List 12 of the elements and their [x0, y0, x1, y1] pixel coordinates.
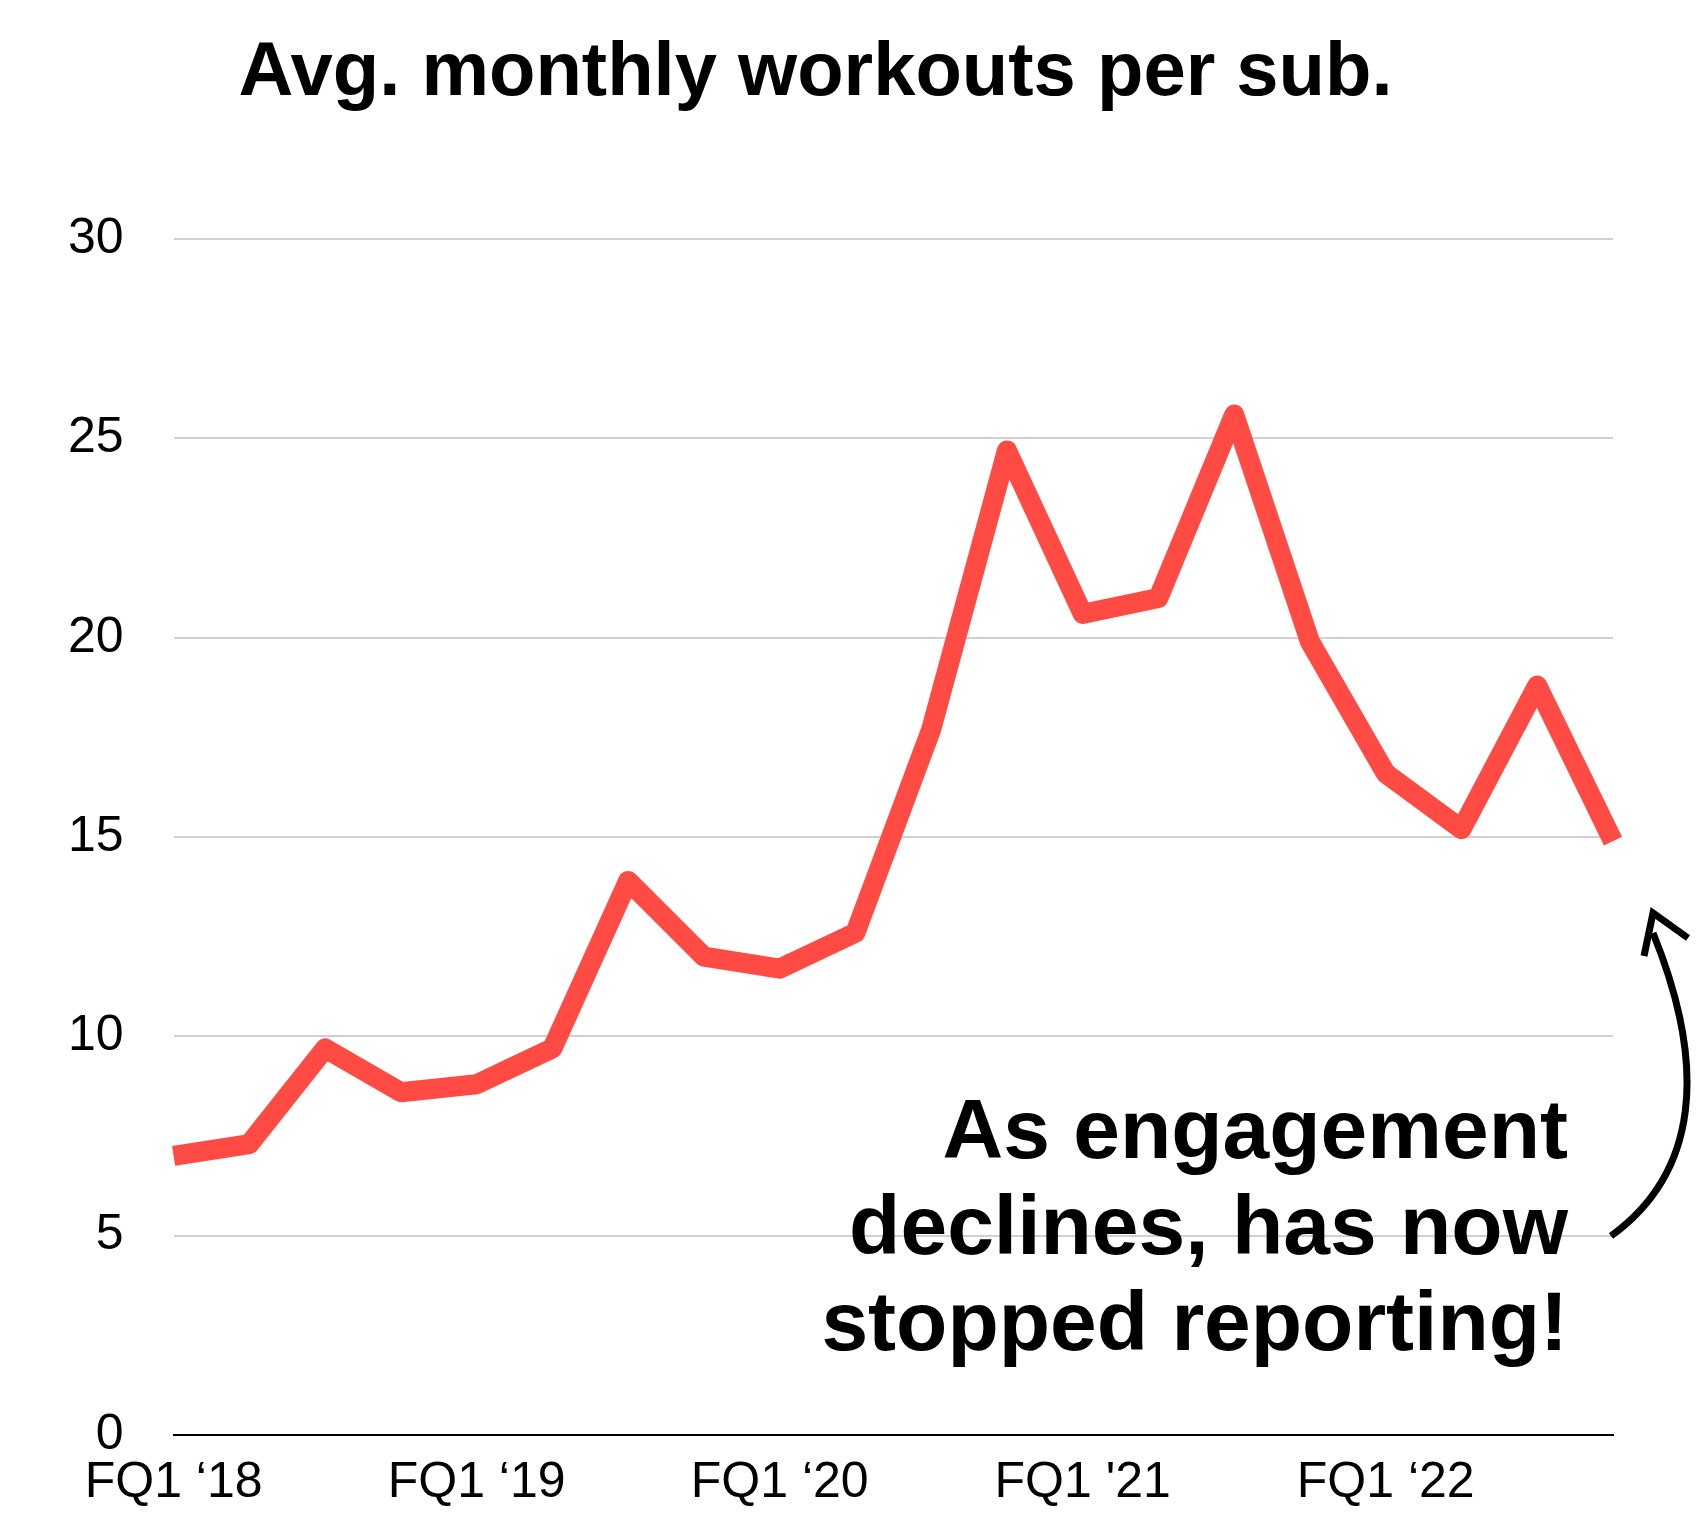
- y-tick-label: 30: [67, 207, 124, 264]
- y-tick-label: 10: [67, 1005, 124, 1062]
- x-tick-label: FQ1 '21: [994, 1451, 1171, 1508]
- x-tick-label: FQ1 ‘22: [1296, 1451, 1475, 1508]
- y-tick-label: 20: [67, 606, 124, 663]
- y-tick-label: 15: [67, 805, 124, 862]
- chart-title: Avg. monthly workouts per sub.: [238, 25, 1393, 111]
- y-tick-label: 25: [67, 407, 124, 464]
- x-tick-label: FQ1 ‘20: [690, 1451, 869, 1508]
- y-tick-label: 5: [95, 1204, 124, 1261]
- annotation: As engagement declines, has now stopped reporting!: [821, 1082, 1569, 1368]
- x-tick-label: FQ1 ‘19: [387, 1451, 566, 1508]
